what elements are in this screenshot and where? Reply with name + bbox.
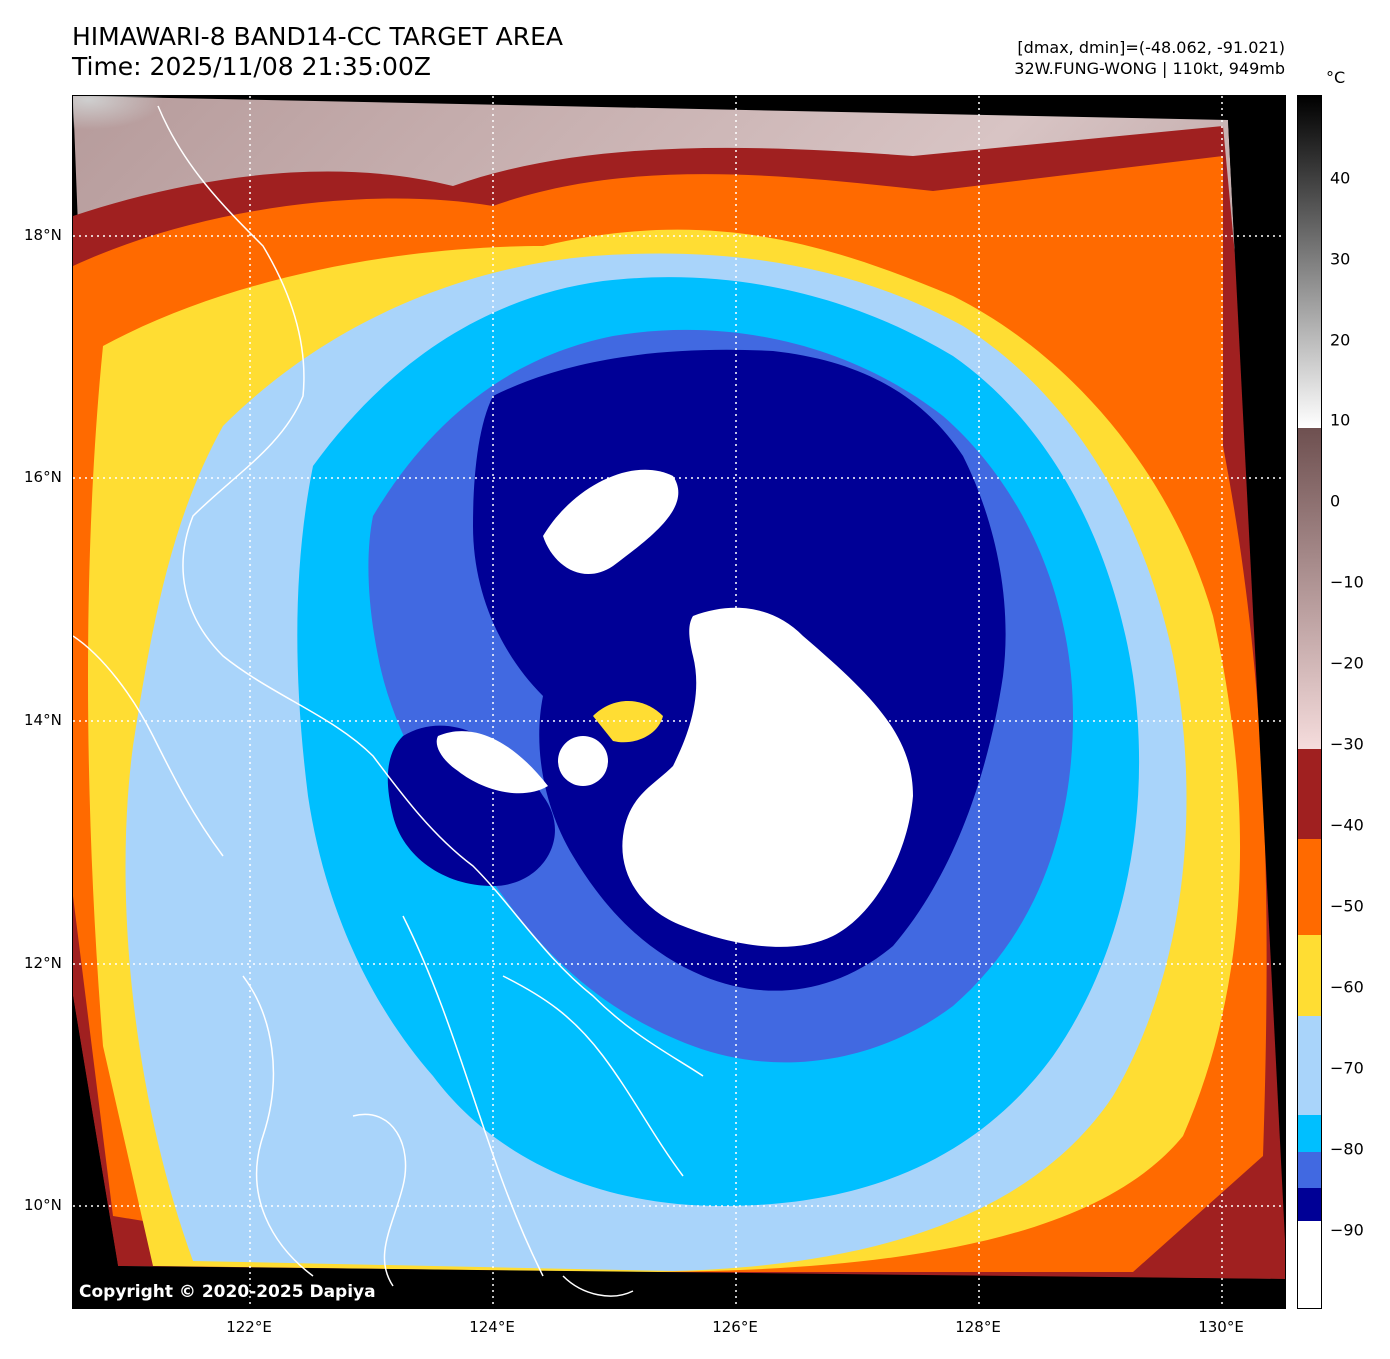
cebu-coastline xyxy=(352,1113,407,1287)
lat-tick-14n: 14°N xyxy=(24,711,62,729)
colorbar-band-white xyxy=(1298,1221,1321,1308)
cold-tops-spot xyxy=(558,736,608,786)
colorbar-band-yellow xyxy=(1298,935,1321,1016)
warm-pocket xyxy=(593,701,663,743)
gridlines xyxy=(73,96,1285,1308)
lat-tick-12n: 12°N xyxy=(24,954,62,972)
colorbar-label-minus-50: −50 xyxy=(1330,896,1364,916)
mindoro-coastline xyxy=(73,635,224,857)
copyright-notice: Copyright © 2020-2025 Dapiya xyxy=(79,1282,376,1302)
temperature-range-label: [dmax, dmin]=(-48.062, -91.021) xyxy=(1017,38,1285,57)
eastern-samar-coastline xyxy=(502,975,684,1177)
colorbar-scale xyxy=(1298,96,1321,1308)
samar-leyte-coastline xyxy=(402,915,544,1277)
colorbar-label-20: 20 xyxy=(1330,330,1351,350)
colorbar-label-30: 30 xyxy=(1330,249,1351,269)
satellite-image-map: Copyright © 2020-2025 Dapiya xyxy=(72,95,1286,1309)
colorbar-band-gray xyxy=(1298,96,1321,428)
colorbar-unit: °C xyxy=(1326,68,1346,87)
colorbar-label-minus-70: −70 xyxy=(1330,1058,1364,1078)
colorbar-label-minus-90: −90 xyxy=(1330,1220,1364,1240)
colorbar-label-10: 10 xyxy=(1330,410,1351,430)
no-data-right xyxy=(1228,96,1285,1240)
colorbar-label-minus-60: −60 xyxy=(1330,977,1364,997)
cold-tops-central xyxy=(622,607,913,947)
time-label: Time: 2025/11/08 21:35:00Z xyxy=(72,52,431,81)
colorbar-label-40: 40 xyxy=(1330,168,1351,188)
colorbar-band-orange xyxy=(1298,839,1321,935)
colorbar-band-light-blue xyxy=(1298,1016,1321,1115)
storm-info-label: 32W.FUNG-WONG | 110kt, 949mb xyxy=(1014,59,1285,78)
lon-tick-130e: 130°E xyxy=(1198,1318,1244,1336)
lat-tick-18n: 18°N xyxy=(24,226,62,244)
colorbar-label-minus-20: −20 xyxy=(1330,653,1364,673)
lon-tick-126e: 126°E xyxy=(712,1318,758,1336)
lon-tick-124e: 124°E xyxy=(469,1318,515,1336)
chart-title: HIMAWARI-8 BAND14-CC TARGET AREA xyxy=(72,22,564,51)
colorbar-label-minus-10: −10 xyxy=(1330,572,1364,592)
mindanao-coastline xyxy=(562,1275,634,1297)
colorbar-band-royal-blue xyxy=(1298,1152,1321,1188)
lon-tick-122e: 122°E xyxy=(226,1318,272,1336)
colorbar-label-0: 0 xyxy=(1330,491,1341,511)
coastlines xyxy=(73,105,704,1297)
satellite-imagery xyxy=(73,96,1285,1308)
colorbar xyxy=(1297,95,1322,1309)
lat-tick-16n: 16°N xyxy=(24,468,62,486)
colorbar-band-cyan xyxy=(1298,1115,1321,1152)
panay-coastline xyxy=(242,975,314,1277)
colorbar-label-minus-30: −30 xyxy=(1330,734,1364,754)
colorbar-band-brown xyxy=(1298,428,1321,749)
colorbar-label-minus-80: −80 xyxy=(1330,1139,1364,1159)
colorbar-label-minus-40: −40 xyxy=(1330,815,1364,835)
no-data-bottom xyxy=(73,996,1285,1308)
lat-tick-10n: 10°N xyxy=(24,1196,62,1214)
cold-tops-north xyxy=(543,469,679,575)
colorbar-band-navy xyxy=(1298,1188,1321,1221)
colorbar-band-dark-red xyxy=(1298,749,1321,839)
luzon-coastline xyxy=(157,105,704,1077)
lon-tick-128e: 128°E xyxy=(955,1318,1001,1336)
